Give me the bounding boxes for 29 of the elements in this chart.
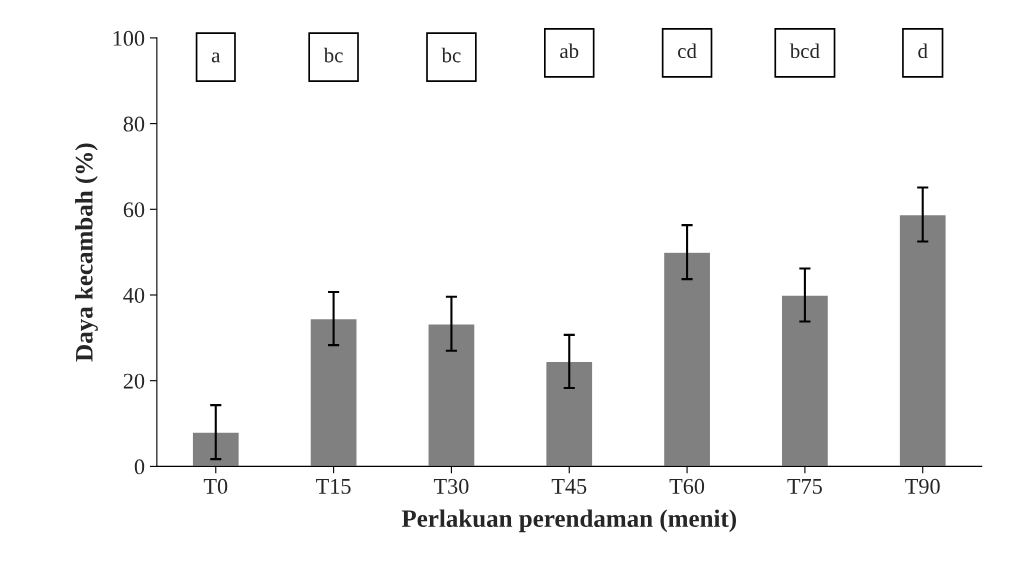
- x-tick-label: T45: [551, 479, 587, 494]
- x-tick-label: T75: [787, 479, 822, 494]
- x-axis-title: Perlakuan perendaman (menit): [401, 509, 736, 533]
- y-tick-label: 80: [123, 116, 145, 132]
- x-tick-label: T30: [433, 478, 469, 494]
- y-tick-label: 40: [123, 287, 145, 303]
- annotation: bc: [323, 47, 343, 63]
- x-tick-label: T0: [203, 478, 228, 494]
- annotation: cd: [678, 43, 697, 59]
- y-axis-title: Daya kecambah (%): [75, 143, 98, 362]
- bar: [780, 294, 830, 467]
- annotation: bcd: [789, 43, 820, 59]
- bar: [191, 431, 241, 467]
- annotation: a: [211, 52, 221, 63]
- annotation: ab: [560, 43, 579, 59]
- bar: [544, 360, 594, 467]
- bar: [662, 251, 712, 467]
- x-tick-label: T90: [905, 478, 940, 494]
- annotation: d: [918, 43, 928, 59]
- annotation: bc: [441, 47, 461, 63]
- y-tick-label: 60: [123, 202, 145, 218]
- x-tick-label: T60: [669, 478, 705, 494]
- x-tick-label: T15: [316, 478, 351, 494]
- y-tick-label: 100: [113, 30, 145, 46]
- bar: [309, 317, 358, 467]
- bar: [427, 323, 476, 467]
- bar: [898, 213, 947, 467]
- y-tick-label: 0: [134, 459, 145, 475]
- y-tick-label: 20: [123, 373, 145, 389]
